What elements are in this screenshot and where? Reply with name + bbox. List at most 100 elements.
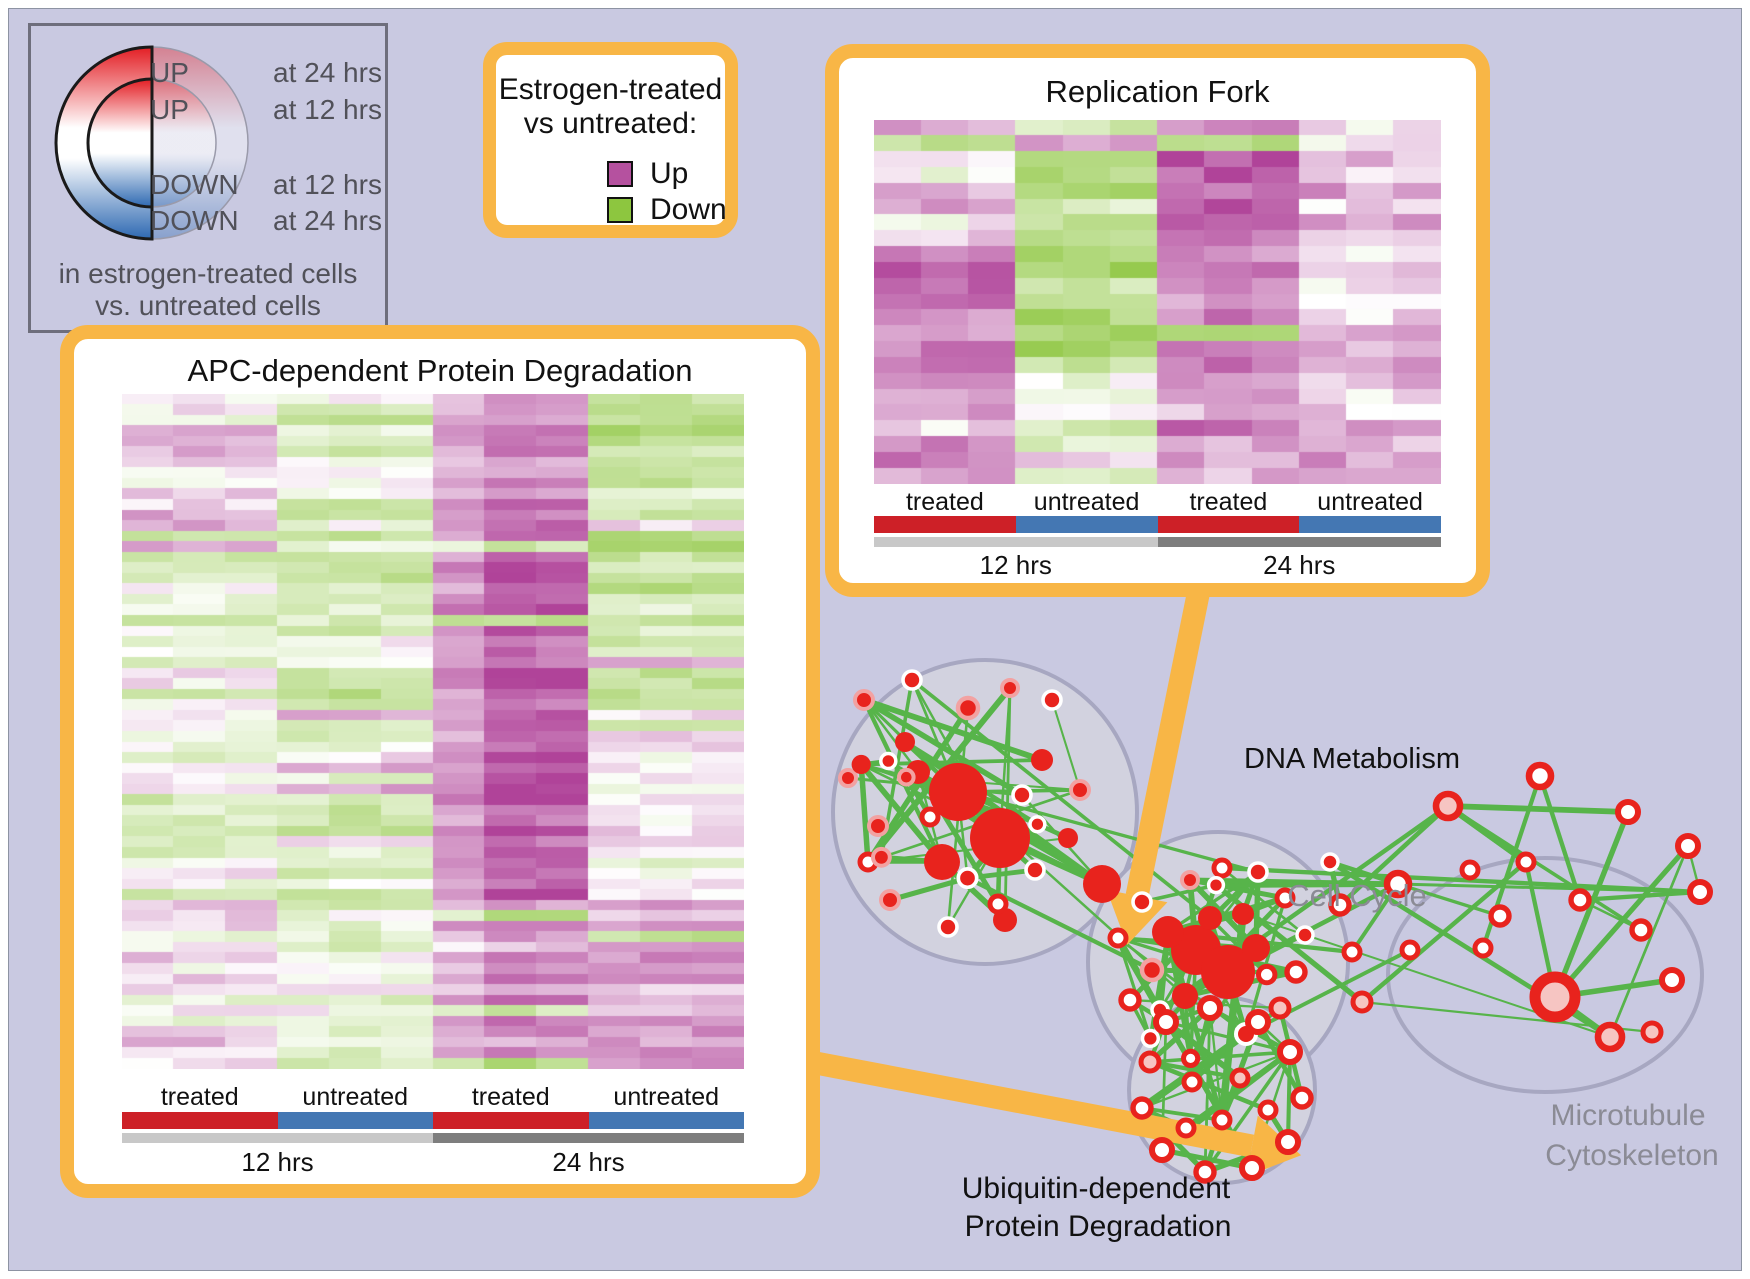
ring-legend-footer-1: in estrogen-treated cells — [58, 258, 358, 289]
network-node — [879, 751, 898, 771]
updown-legend-title-1: Estrogen-treated — [498, 73, 723, 106]
apc-time-12hrs: 12 hrs — [241, 1147, 314, 1177]
apc-title: APC-dependent Protein Degradation — [187, 353, 693, 388]
untreated-bar-segment — [1015, 516, 1158, 533]
network-edge — [1149, 1059, 1269, 1113]
network-edge — [1338, 804, 1450, 907]
network-edge — [889, 875, 969, 903]
ring-legend-box: UP at 24 hrs UP at 12 hrs DOWN at 12 hrs… — [28, 23, 388, 333]
network-node — [1615, 799, 1641, 825]
network-node — [1232, 903, 1254, 925]
time-12hrs-segment — [874, 537, 1158, 547]
network-node — [1024, 859, 1046, 881]
network-node — [895, 732, 915, 752]
network-node — [1172, 983, 1198, 1009]
ring-dir-down24: DOWN — [150, 205, 239, 236]
apc-treatment-bar — [122, 1112, 744, 1129]
ring-time-down24: at 24 hrs — [273, 205, 382, 236]
network-node — [1211, 857, 1233, 879]
time-24hrs-segment — [1157, 537, 1441, 547]
figure: UP at 24 hrs UP at 12 hrs DOWN at 12 hrs… — [8, 8, 1742, 1271]
rf-time-labels: 12 hrs 24 hrs — [874, 550, 1441, 580]
network-node — [1640, 1020, 1664, 1044]
network-edge — [966, 876, 1153, 972]
network-diagram — [797, 587, 1713, 1185]
network-node — [956, 867, 979, 890]
ring-dir-down12: DOWN — [150, 169, 239, 200]
network-edge — [863, 699, 919, 773]
network-edge — [1285, 1051, 1293, 1143]
network-node — [1028, 815, 1047, 834]
up-label: Up — [650, 157, 689, 190]
network-node — [1242, 934, 1270, 962]
network-node — [1383, 869, 1413, 899]
ring-dir-up12: UP — [150, 94, 189, 125]
network-node — [1594, 1021, 1626, 1053]
apc-heatmap — [122, 394, 744, 1069]
network-node — [1201, 945, 1255, 999]
network-node — [1274, 887, 1296, 909]
cluster-circle-microtubule-cytoskeleton — [1386, 856, 1704, 1094]
network-node — [1350, 990, 1374, 1014]
network-node — [1659, 967, 1685, 993]
group-label: treated — [160, 1083, 239, 1111]
network-edge — [863, 697, 1043, 763]
network-node — [1257, 1099, 1279, 1121]
network-edge — [1221, 865, 1701, 895]
treated-bar-segment — [433, 1112, 589, 1129]
network-node — [1290, 1086, 1314, 1110]
network-node — [1432, 790, 1464, 822]
network-node — [1675, 833, 1701, 859]
ring-dir-up24: UP — [150, 57, 189, 88]
rf-time-24hrs: 24 hrs — [1263, 550, 1336, 580]
network-node — [1568, 888, 1592, 912]
group-label: treated — [471, 1083, 550, 1111]
replication-fork-title: Replication Fork — [1045, 74, 1270, 109]
time-24hrs-segment — [433, 1133, 744, 1143]
network-node — [1031, 749, 1053, 771]
apc-group-labels: treated untreated treated untreated — [122, 1083, 744, 1111]
network-edge — [1245, 948, 1411, 1036]
network-node — [851, 754, 871, 775]
network-node — [1515, 851, 1537, 873]
concentric-ring-glyph — [54, 45, 249, 241]
network-node — [1529, 971, 1581, 1023]
network-node — [1149, 1137, 1175, 1163]
group-label: untreated — [1317, 488, 1423, 516]
network-node — [929, 763, 987, 821]
apc-time-labels: 12 hrs 24 hrs — [122, 1147, 744, 1179]
network-edge — [1141, 1050, 1291, 1110]
network-edge — [1203, 1050, 1292, 1174]
rf-time-bar — [874, 537, 1441, 547]
network-node — [1687, 879, 1713, 905]
network-node — [871, 846, 892, 868]
up-swatch — [607, 161, 633, 187]
network-node — [1138, 1050, 1162, 1074]
network-node — [1472, 937, 1494, 959]
figure-world: UP at 24 hrs UP at 12 hrs DOWN at 12 hrs… — [9, 9, 1741, 1270]
replication-fork-panel: Replication Fork treated untreated treated… — [825, 44, 1490, 597]
updown-legend-title-2: vs untreated: — [523, 107, 698, 140]
group-label: untreated — [613, 1083, 720, 1111]
network-edge — [1050, 699, 1082, 791]
group-label: untreated — [302, 1083, 409, 1111]
ring-time-up12: at 12 hrs — [273, 94, 382, 125]
network-edge — [1397, 882, 1501, 918]
untreated-bar-segment — [277, 1112, 433, 1129]
apc-time-24hrs: 24 hrs — [552, 1147, 625, 1177]
network-node — [1130, 1096, 1154, 1120]
network-node — [1083, 865, 1121, 903]
network-nodes — [838, 669, 1713, 1184]
treated-bar-segment — [874, 516, 1016, 533]
network-node — [1181, 1071, 1203, 1093]
network-edge — [1447, 803, 1629, 815]
rf-time-12hrs: 12 hrs — [979, 550, 1052, 580]
network-node — [1247, 861, 1269, 883]
network-edge — [1537, 775, 1583, 901]
network-edge — [860, 762, 1259, 874]
network-edge — [1608, 845, 1690, 1038]
network-node — [1328, 893, 1352, 917]
network-node — [1459, 859, 1481, 881]
network-edge — [1189, 877, 1286, 901]
network-edge — [1141, 1106, 1223, 1122]
